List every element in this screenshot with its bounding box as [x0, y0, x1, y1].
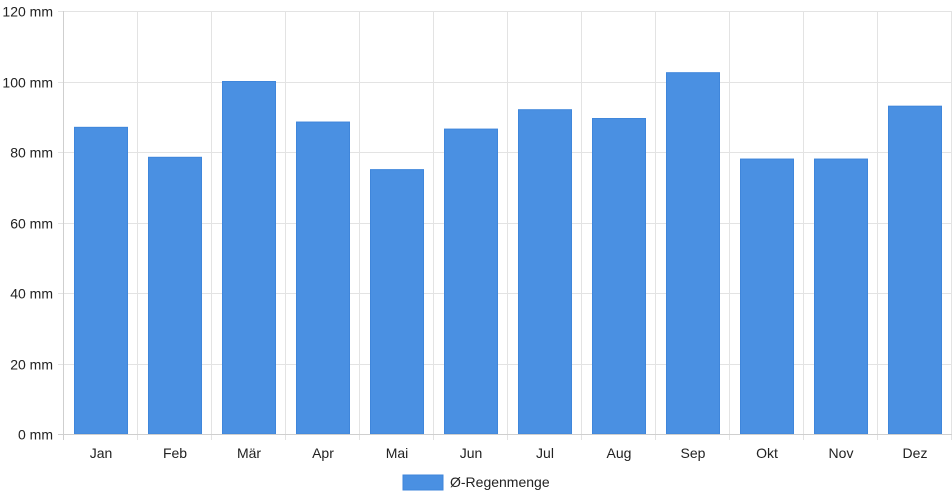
x-tick-label: Sep [681, 445, 706, 461]
y-tick-label: 120 mm [2, 4, 53, 20]
x-tick-label: Dez [903, 445, 928, 461]
y-tick-label: 0 mm [18, 427, 53, 443]
bar[interactable] [518, 109, 572, 435]
x-tick-label: Mai [386, 445, 409, 461]
x-tick-label: Jul [536, 445, 554, 461]
x-axis-tick-labels: Jan Feb Mär Apr Mai Jun Jul Aug Sep Okt Nov Dez [90, 445, 928, 461]
bar[interactable] [888, 105, 942, 435]
x-tick-label: Feb [163, 445, 187, 461]
y-tick-label: 100 mm [2, 75, 53, 91]
legend-label[interactable]: Ø-Regenmenge [450, 474, 550, 490]
bar[interactable] [148, 156, 202, 435]
legend[interactable]: Ø-Regenmenge [402, 474, 550, 491]
bar[interactable] [74, 126, 128, 435]
bars [74, 72, 942, 435]
x-tick-label: Apr [312, 445, 334, 461]
bar[interactable] [666, 72, 720, 435]
x-tick-label: Nov [829, 445, 854, 461]
bar[interactable] [592, 118, 646, 435]
bar[interactable] [370, 169, 424, 435]
bar[interactable] [814, 158, 868, 435]
y-tick-label: 60 mm [10, 216, 53, 232]
x-tick-label: Jan [90, 445, 113, 461]
y-axis-tick-labels: 0 mm 20 mm 40 mm 60 mm 80 mm 100 mm 120 mm [2, 4, 53, 443]
legend-swatch[interactable] [402, 474, 444, 491]
y-tick-label: 20 mm [10, 357, 53, 373]
x-tick-label: Aug [607, 445, 632, 461]
y-tick-label: 80 mm [10, 145, 53, 161]
bar[interactable] [222, 81, 276, 435]
axes [58, 11, 952, 440]
x-tick-label: Jun [460, 445, 483, 461]
x-tick-label: Mär [237, 445, 261, 461]
bar[interactable] [740, 158, 794, 435]
bar[interactable] [444, 128, 498, 435]
y-tick-label: 40 mm [10, 286, 53, 302]
x-tick-label: Okt [756, 445, 778, 461]
bar[interactable] [296, 121, 350, 435]
